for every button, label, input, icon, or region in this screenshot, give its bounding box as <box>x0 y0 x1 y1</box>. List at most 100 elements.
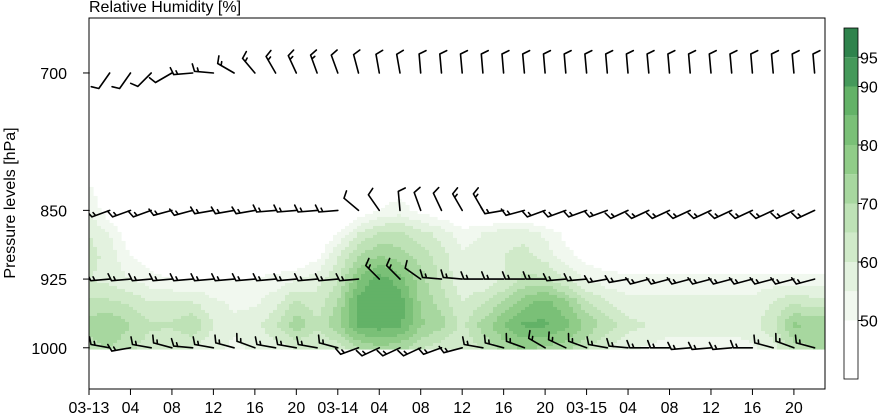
humidity-cell <box>97 312 102 317</box>
humidity-cell <box>325 270 330 275</box>
humidity-cell <box>173 339 178 344</box>
humidity-cell <box>521 315 526 320</box>
humidity-heatmap <box>89 186 825 350</box>
humidity-cell <box>89 279 94 284</box>
humidity-cell <box>241 285 246 290</box>
humidity-cell <box>141 315 146 320</box>
humidity-cell <box>357 297 362 302</box>
humidity-cell <box>161 309 166 314</box>
humidity-cell <box>141 336 146 341</box>
humidity-cell <box>93 201 98 206</box>
humidity-cell <box>525 234 530 239</box>
humidity-cell <box>121 270 126 275</box>
humidity-cell <box>377 330 382 335</box>
humidity-cell <box>493 258 498 263</box>
humidity-cell <box>469 342 474 347</box>
humidity-cell <box>409 228 414 233</box>
humidity-cell <box>549 228 554 233</box>
humidity-cell <box>373 246 378 251</box>
humidity-cell <box>445 228 450 233</box>
humidity-cell <box>173 312 178 317</box>
humidity-cell <box>161 339 166 344</box>
humidity-cell <box>477 342 482 347</box>
humidity-cell <box>597 285 602 290</box>
humidity-cell <box>401 279 406 284</box>
humidity-cell <box>529 252 534 257</box>
humidity-cell <box>593 303 598 308</box>
humidity-cell <box>357 306 362 311</box>
humidity-cell <box>341 339 346 344</box>
humidity-cell <box>241 324 246 329</box>
humidity-cell <box>181 315 186 320</box>
humidity-cell <box>289 273 294 278</box>
humidity-cell <box>321 279 326 284</box>
humidity-cell <box>177 330 182 335</box>
humidity-cell <box>229 288 234 293</box>
humidity-cell <box>369 285 374 290</box>
humidity-cell <box>557 279 562 284</box>
humidity-cell <box>489 270 494 275</box>
humidity-cell <box>413 249 418 254</box>
humidity-cell <box>509 300 514 305</box>
humidity-cell <box>249 297 254 302</box>
humidity-cell <box>561 339 566 344</box>
humidity-cell <box>541 252 546 257</box>
humidity-cell <box>365 216 370 221</box>
humidity-cell <box>505 222 510 227</box>
humidity-cell <box>513 255 518 260</box>
humidity-cell <box>493 294 498 299</box>
humidity-cell <box>457 333 462 338</box>
humidity-cell <box>289 339 294 344</box>
humidity-cell <box>289 288 294 293</box>
humidity-cell <box>89 207 94 212</box>
humidity-cell <box>325 324 330 329</box>
humidity-cell <box>445 312 450 317</box>
humidity-cell <box>209 342 214 347</box>
humidity-cell <box>517 255 522 260</box>
humidity-cell <box>149 342 154 347</box>
humidity-cell <box>653 294 658 299</box>
humidity-cell <box>449 288 454 293</box>
humidity-cell <box>161 297 166 302</box>
humidity-cell <box>241 318 246 323</box>
humidity-cell <box>497 243 502 248</box>
humidity-cell <box>469 285 474 290</box>
humidity-cell <box>389 276 394 281</box>
humidity-cell <box>537 312 542 317</box>
humidity-cell <box>425 306 430 311</box>
humidity-cell <box>625 279 630 284</box>
humidity-cell <box>357 258 362 263</box>
humidity-cell <box>665 318 670 323</box>
humidity-cell <box>421 261 426 266</box>
humidity-cell <box>381 237 386 242</box>
humidity-cell <box>429 231 434 236</box>
humidity-cell <box>225 282 230 287</box>
humidity-cell <box>641 276 646 281</box>
humidity-cell <box>413 333 418 338</box>
humidity-cell <box>337 309 342 314</box>
humidity-cell <box>197 294 202 299</box>
humidity-cell <box>485 270 490 275</box>
humidity-cell <box>461 297 466 302</box>
humidity-cell <box>449 339 454 344</box>
humidity-cell <box>425 303 430 308</box>
humidity-cell <box>313 261 318 266</box>
humidity-cell <box>97 234 102 239</box>
humidity-cell <box>509 270 514 275</box>
humidity-cell <box>673 342 678 347</box>
humidity-cell <box>361 291 366 296</box>
humidity-cell <box>345 330 350 335</box>
humidity-cell <box>417 300 422 305</box>
humidity-cell <box>113 345 118 350</box>
humidity-cell <box>621 294 626 299</box>
humidity-cell <box>173 336 178 341</box>
humidity-cell <box>289 324 294 329</box>
humidity-cell <box>617 300 622 305</box>
humidity-cell <box>177 309 182 314</box>
humidity-cell <box>517 222 522 227</box>
humidity-cell <box>481 318 486 323</box>
humidity-cell <box>553 273 558 278</box>
humidity-cell <box>497 237 502 242</box>
humidity-cell <box>409 276 414 281</box>
humidity-cell <box>549 285 554 290</box>
